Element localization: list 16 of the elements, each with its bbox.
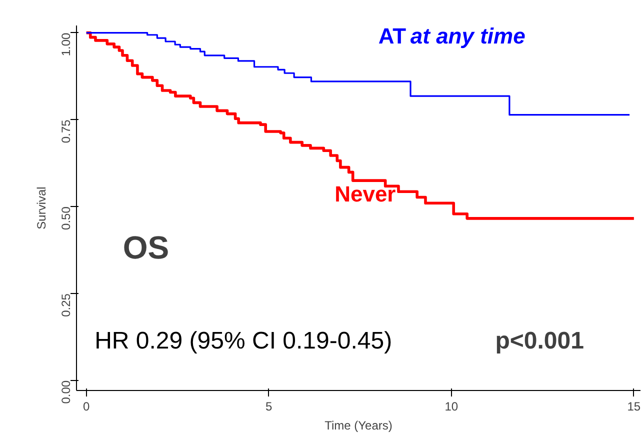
annotation: OS bbox=[122, 230, 170, 266]
x-tick-label: 0 bbox=[83, 400, 90, 414]
x-axis-title: Time (Years) bbox=[324, 418, 392, 432]
x-tick-label: 15 bbox=[627, 400, 641, 414]
x-tick-label: 5 bbox=[266, 400, 273, 414]
series-label: Never bbox=[334, 182, 396, 207]
annotation: p<0.001 bbox=[495, 327, 584, 354]
y-tick-label: 0.25 bbox=[59, 293, 73, 317]
annotation: HR 0.29 (95% CI 0.19-0.45) bbox=[94, 327, 392, 354]
y-tick-label: 1.00 bbox=[59, 32, 73, 56]
y-tick-label: 0.75 bbox=[59, 119, 73, 144]
x-tick-label: 10 bbox=[444, 400, 458, 414]
y-axis-title: Survival bbox=[34, 186, 48, 230]
y-tick-label: 0.50 bbox=[59, 206, 73, 230]
series-label: AT at any time bbox=[378, 23, 526, 48]
y-tick-label: 0.00 bbox=[59, 380, 73, 404]
